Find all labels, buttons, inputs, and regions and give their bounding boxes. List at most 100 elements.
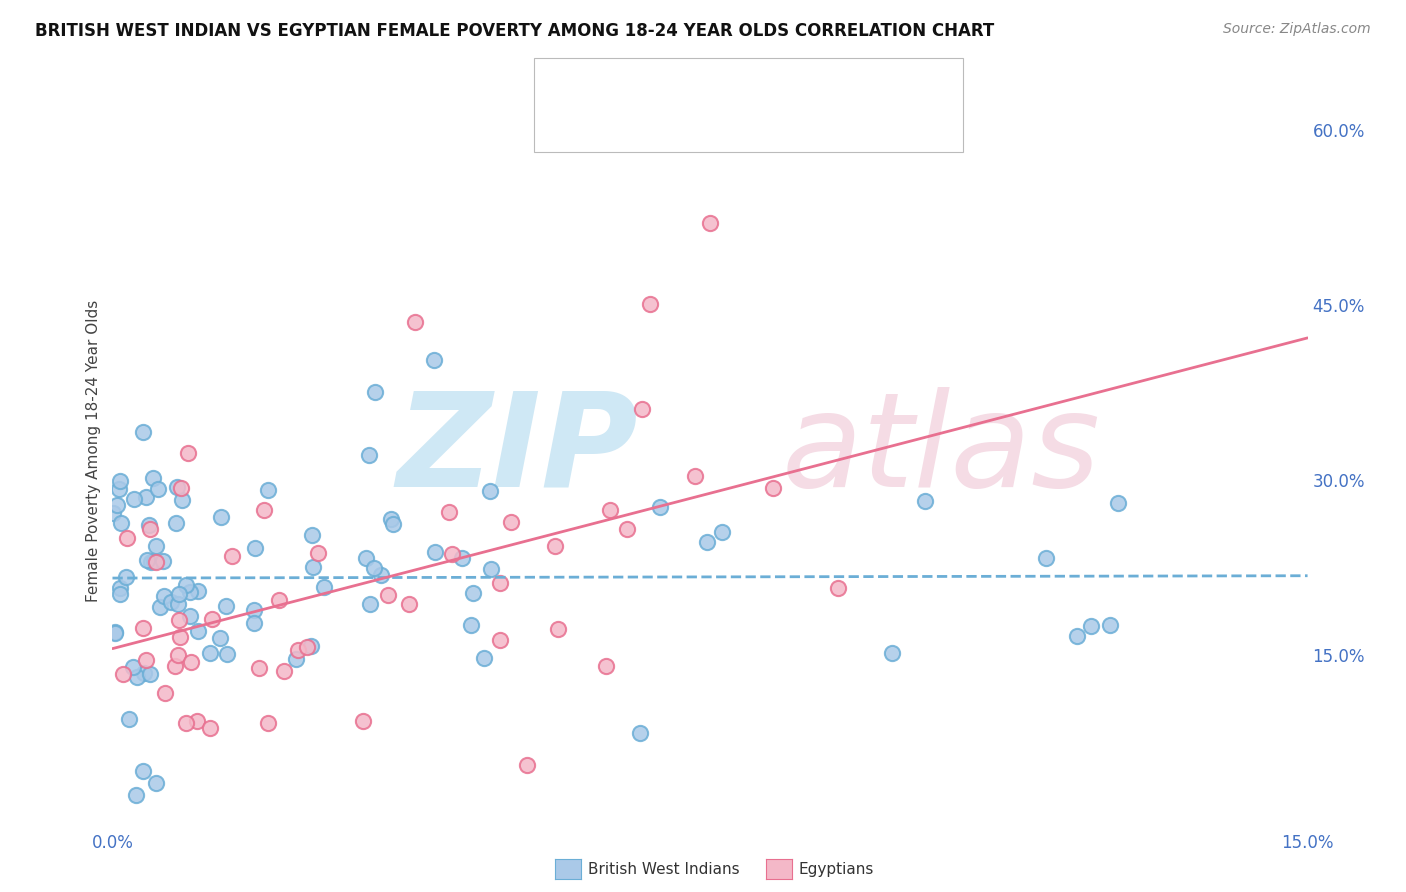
Text: 0.328: 0.328	[654, 115, 723, 134]
Point	[1098, 618, 1121, 632]
Point	[145, 555, 167, 569]
Point	[174, 715, 197, 730]
Point	[149, 600, 172, 615]
Point	[257, 483, 280, 497]
Text: 0.009: 0.009	[654, 76, 714, 95]
Point	[302, 560, 325, 574]
Point	[827, 582, 849, 596]
Text: R =: R =	[609, 115, 651, 134]
Point	[460, 618, 482, 632]
Point	[187, 583, 209, 598]
Point	[1080, 619, 1102, 633]
Point	[186, 714, 208, 728]
Point	[165, 516, 187, 531]
Point	[441, 547, 464, 561]
Point	[167, 597, 190, 611]
Point	[179, 609, 201, 624]
Point	[1107, 496, 1129, 510]
Point	[284, 652, 307, 666]
Point	[174, 578, 197, 592]
Point	[422, 352, 444, 367]
Point	[108, 581, 131, 595]
Point	[595, 659, 617, 673]
Point	[139, 555, 162, 569]
Point	[108, 483, 131, 497]
Point	[125, 670, 148, 684]
Point	[166, 648, 188, 663]
Point	[208, 631, 231, 645]
Point	[478, 484, 501, 499]
Point	[696, 535, 718, 549]
Point	[110, 516, 132, 530]
Point	[135, 552, 157, 566]
Point	[363, 560, 385, 574]
Point	[257, 715, 280, 730]
Point	[101, 506, 124, 520]
Text: Source: ZipAtlas.com: Source: ZipAtlas.com	[1223, 22, 1371, 37]
Point	[153, 590, 176, 604]
Point	[638, 296, 661, 310]
Point	[142, 554, 165, 568]
Point	[683, 469, 706, 483]
Point	[616, 522, 638, 536]
Text: Egyptians: Egyptians	[799, 863, 875, 877]
Point	[377, 588, 399, 602]
Point	[479, 562, 502, 576]
Point	[352, 714, 374, 728]
Point	[201, 612, 224, 626]
Point	[163, 659, 186, 673]
Point	[146, 483, 169, 497]
Point	[125, 788, 148, 802]
Text: N =: N =	[714, 115, 770, 134]
Point	[180, 655, 202, 669]
Point	[115, 569, 138, 583]
Point	[398, 597, 420, 611]
Text: British West Indians: British West Indians	[588, 863, 740, 877]
Y-axis label: Female Poverty Among 18-24 Year Olds: Female Poverty Among 18-24 Year Olds	[86, 300, 101, 601]
Point	[245, 541, 267, 556]
Point	[110, 587, 132, 601]
Point	[1066, 629, 1088, 643]
Point	[404, 315, 426, 329]
Point	[200, 647, 222, 661]
Point	[437, 505, 460, 519]
Text: 83: 83	[775, 76, 801, 95]
Point	[516, 758, 538, 772]
Point	[198, 721, 221, 735]
Point	[187, 624, 209, 638]
Point	[217, 647, 239, 661]
Point	[135, 491, 157, 505]
Point	[242, 603, 264, 617]
Point	[247, 661, 270, 675]
Point	[631, 402, 654, 417]
Point	[167, 587, 190, 601]
Point	[253, 503, 276, 517]
Point	[364, 385, 387, 400]
Point	[450, 551, 472, 566]
Point	[243, 615, 266, 630]
Point	[301, 639, 323, 653]
Point	[307, 546, 329, 560]
Point	[489, 632, 512, 647]
Point	[381, 516, 404, 531]
Point	[357, 448, 380, 462]
Point	[167, 614, 190, 628]
Text: atlas: atlas	[782, 387, 1101, 514]
Point	[499, 515, 522, 529]
Point	[295, 640, 318, 654]
Point	[172, 493, 194, 508]
Point	[547, 622, 569, 636]
Text: BRITISH WEST INDIAN VS EGYPTIAN FEMALE POVERTY AMONG 18-24 YEAR OLDS CORRELATION: BRITISH WEST INDIAN VS EGYPTIAN FEMALE P…	[35, 22, 994, 40]
Text: ZIP: ZIP	[396, 387, 638, 514]
Point	[121, 660, 143, 674]
Point	[104, 625, 127, 640]
Point	[287, 642, 309, 657]
Point	[628, 725, 651, 739]
Text: 48: 48	[775, 115, 801, 134]
Point	[354, 551, 377, 566]
Point	[138, 523, 160, 537]
Point	[135, 653, 157, 667]
Point	[461, 586, 484, 600]
Point	[1035, 550, 1057, 565]
Point	[380, 512, 402, 526]
